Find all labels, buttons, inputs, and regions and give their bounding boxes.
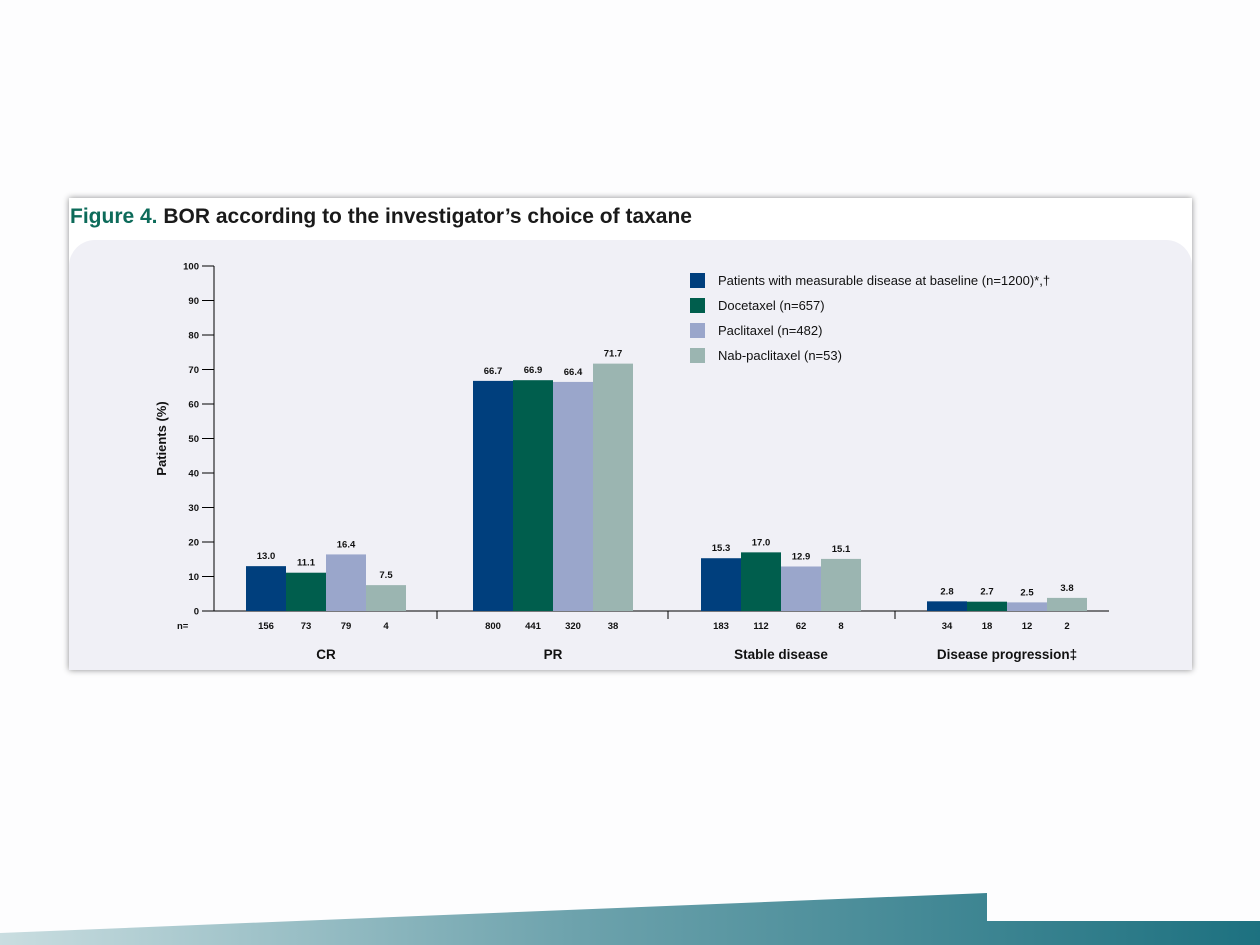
y-tick-label: 50 [188, 434, 199, 445]
legend-entry: Patients with measurable disease at base… [718, 273, 1050, 288]
y-tick-label: 100 [183, 262, 199, 273]
n-label: 2 [1064, 621, 1069, 632]
bar [553, 381, 593, 611]
bar-value-label: 11.1 [297, 558, 316, 569]
bar [741, 552, 781, 611]
y-tick-label: 90 [188, 296, 199, 307]
bar-value-label: 12.9 [792, 551, 811, 562]
bar [701, 558, 741, 611]
bar-value-label: 66.4 [564, 367, 583, 378]
bar [967, 601, 1007, 611]
category-label: Disease progression‡ [937, 647, 1077, 662]
n-row-prefix: n= [177, 621, 189, 632]
figure-label: Figure 4. [70, 205, 158, 228]
n-label: 441 [525, 621, 542, 632]
category-label: CR [316, 647, 336, 662]
bar-value-label: 2.8 [940, 586, 953, 597]
y-tick-label: 0 [194, 607, 199, 618]
y-tick-label: 40 [188, 469, 199, 480]
bar [1007, 602, 1047, 611]
n-label: 156 [258, 621, 274, 632]
bar-value-label: 2.7 [980, 587, 993, 598]
y-tick-label: 80 [188, 331, 199, 342]
bar-value-label: 17.0 [752, 537, 771, 548]
n-label: 79 [341, 621, 352, 632]
legend-entry: Nab-paclitaxel (n=53) [718, 348, 842, 363]
bar-value-label: 66.7 [484, 366, 503, 377]
category-label: PR [544, 647, 563, 662]
bar [1047, 597, 1087, 611]
bar-value-label: 13.0 [257, 551, 276, 562]
legend-swatch [690, 298, 705, 313]
bar-value-label: 15.3 [712, 543, 731, 554]
n-label: 4 [383, 621, 389, 632]
legend-swatch [690, 323, 705, 338]
n-label: 183 [713, 621, 729, 632]
bar [246, 566, 286, 611]
bar-value-label: 15.1 [832, 544, 851, 555]
legend-swatch [690, 348, 705, 363]
bar [821, 558, 861, 611]
n-label: 800 [485, 621, 501, 632]
plot-panel: 0 10 20 30 40 50 60 70 80 90 100 Patients (%) n= 13.0… [69, 240, 1192, 670]
category-label: Stable disease [734, 647, 828, 662]
bar-value-label: 66.9 [524, 365, 543, 376]
legend-swatch [690, 273, 705, 288]
bar [781, 566, 821, 611]
y-tick-label: 10 [188, 572, 199, 583]
bar [366, 585, 406, 611]
bar [927, 601, 967, 611]
n-label: 18 [982, 621, 993, 632]
n-label: 112 [753, 621, 768, 632]
n-label: 12 [1022, 621, 1033, 632]
figure-title: Figure 4. BOR according to the investiga… [70, 205, 692, 229]
legend-entry: Docetaxel (n=657) [718, 298, 825, 313]
n-label: 8 [838, 621, 843, 632]
n-label: 34 [942, 621, 953, 632]
y-tick-label: 30 [188, 503, 199, 514]
bar [473, 380, 513, 611]
y-tick-label: 20 [188, 538, 199, 549]
y-tick-label: 60 [188, 400, 199, 411]
bar-chart: 0 10 20 30 40 50 60 70 80 90 100 Patients (%) n= 13.0… [154, 262, 1109, 662]
y-tick-label: 70 [188, 365, 199, 376]
bar [326, 554, 366, 611]
n-label: 320 [565, 621, 581, 632]
bar [593, 363, 633, 611]
bar [286, 572, 326, 611]
bar-value-label: 7.5 [379, 570, 393, 581]
bar-value-label: 3.8 [1060, 583, 1073, 594]
y-axis-label: Patients (%) [154, 401, 169, 475]
n-label: 73 [301, 621, 312, 632]
bottom-decorative-band [0, 893, 1260, 945]
n-label: 62 [796, 621, 807, 632]
bar [513, 380, 553, 611]
n-label: 38 [608, 621, 619, 632]
bar-value-label: 71.7 [604, 349, 623, 360]
bar-value-label: 2.5 [1020, 587, 1034, 598]
legend-entry: Paclitaxel (n=482) [718, 323, 822, 338]
figure-title-text: BOR according to the investigator’s choi… [163, 205, 692, 228]
figure-card: Figure 4. BOR according to the investiga… [69, 198, 1192, 670]
bar-value-label: 16.4 [337, 539, 356, 550]
